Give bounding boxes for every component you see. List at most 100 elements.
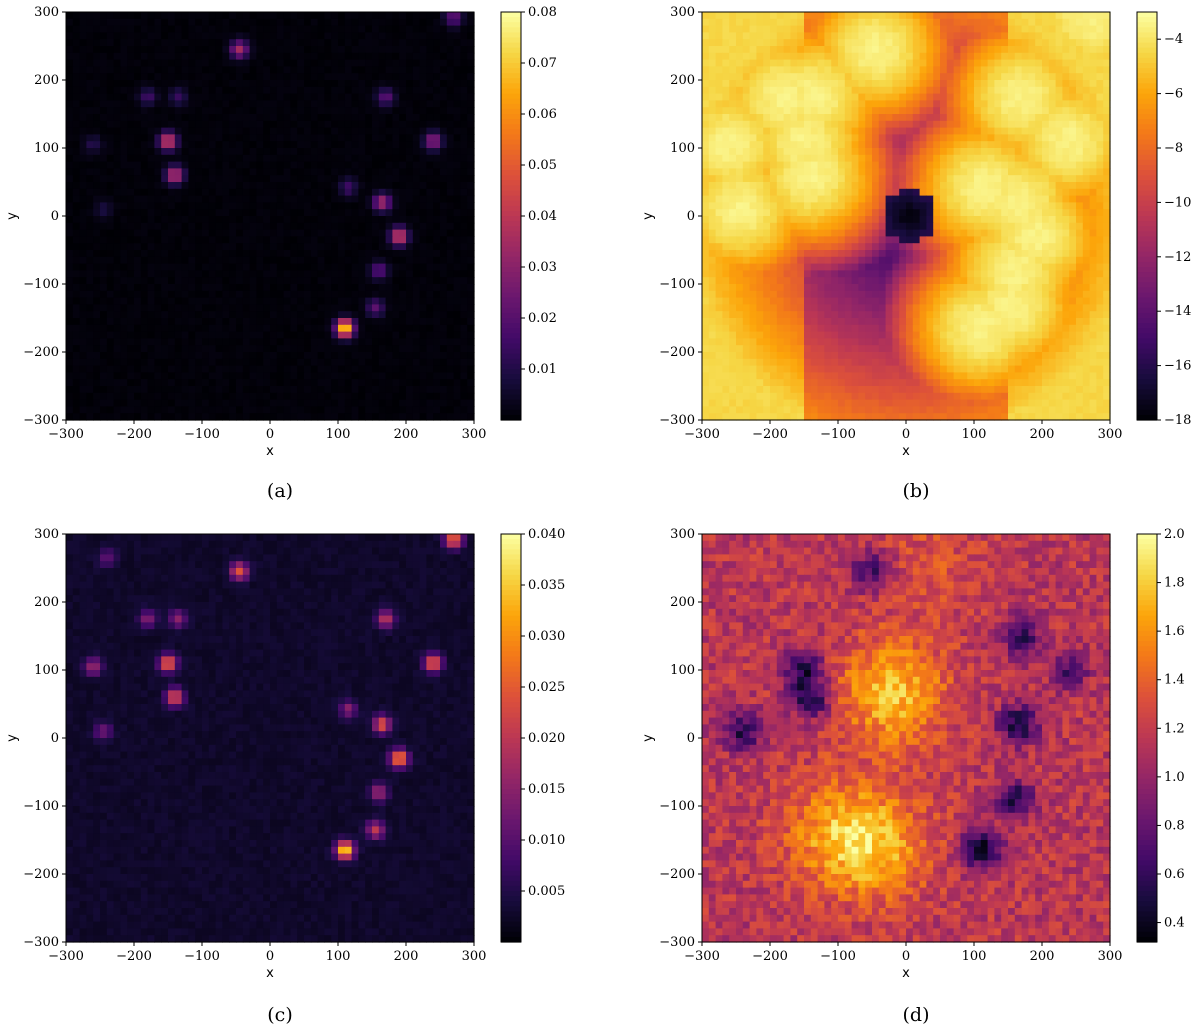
heatmap-cell [222,250,230,258]
heatmap-cell [249,66,257,74]
heatmap-cell [365,229,373,237]
heatmap-cell [467,324,475,333]
heatmap-cell [140,324,149,333]
heatmap-cell [195,86,203,95]
heatmap-cell [134,365,142,373]
heatmap-cell [426,100,434,108]
heatmap-cell [242,338,251,346]
heatmap-cell [858,134,866,142]
heatmap-cell [283,311,291,319]
heatmap-cell [453,379,461,387]
heatmap-cell [994,120,1002,129]
heatmap-cell [1062,100,1070,108]
heatmap-cell [263,86,271,95]
heatmap-cell [1021,80,1029,88]
heatmap-cell [912,107,921,115]
heatmap-cell [763,141,771,149]
heatmap-cell [127,290,135,299]
heatmap-cell [134,66,142,74]
heatmap-cell [378,277,387,285]
heatmap-cell [256,379,264,387]
heatmap-cell [161,290,169,299]
heatmap-cell [399,318,407,326]
heatmap-cell [127,263,135,271]
heatmap-cell [365,154,373,163]
heatmap-cell [987,25,995,33]
heatmap-cell [283,168,291,176]
heatmap-cell [72,263,81,271]
heatmap-cell [290,32,298,40]
heatmap-cell [1096,134,1104,142]
heatmap-cell [987,39,995,47]
heatmap-cell [953,46,961,54]
heatmap-cell [940,18,948,27]
heatmap-cell [263,324,271,333]
heatmap-cell [222,222,230,231]
heatmap-cell [120,406,128,414]
heatmap-cell [263,175,271,183]
heatmap-cell [256,32,264,40]
heatmap-cell [460,175,468,183]
heatmap-cell [412,195,421,203]
heatmap-cell [276,86,285,95]
heatmap-cell [433,127,441,135]
heatmap-cell [878,39,887,47]
heatmap-cell [106,93,115,101]
heatmap-cell [1028,25,1036,33]
heatmap-cell [385,25,393,33]
heatmap-cell [236,399,244,407]
heatmap-cell [256,277,264,285]
heatmap-cell [263,127,271,135]
heatmap-cell [742,66,751,74]
heatmap-cell [440,182,448,190]
heatmap-cell [426,216,434,224]
heatmap-cell [147,182,155,190]
heatmap-cell [715,12,723,20]
heatmap-cell [372,270,380,278]
heatmap-cell [906,39,914,47]
heatmap-cell [736,66,744,74]
heatmap-cell [851,120,859,129]
heatmap-cell [195,270,203,278]
heatmap-cell [120,243,128,251]
heatmap-cell [161,127,169,135]
colorbar-tick-label: 0.05 [528,158,557,173]
heatmap-cell [742,114,751,122]
heatmap-cell [878,73,887,81]
heatmap-cell [385,236,393,244]
heatmap-cell [715,52,723,61]
heatmap-cell [440,352,448,360]
heatmap-cell [1082,66,1091,74]
heatmap-cell [385,32,393,40]
heatmap-cell [1008,114,1016,122]
heatmap-cell [120,399,128,407]
heatmap-cell [270,32,278,40]
heatmap-cell [113,120,121,129]
heatmap-cell [310,12,319,20]
heatmap-cell [317,379,325,387]
heatmap-cell [365,188,373,197]
heatmap-cell [249,331,257,339]
heatmap-cell [419,73,427,81]
heatmap-cell [120,338,128,346]
heatmap-cell [344,46,353,54]
heatmap-cell [100,59,108,67]
heatmap-cell [460,290,468,299]
heatmap-cell [433,229,441,237]
heatmap-cell [127,59,135,67]
heatmap-cell [242,127,251,135]
heatmap-cell [249,406,257,414]
heatmap-cell [351,52,359,61]
heatmap-cell [351,324,359,333]
heatmap-cell [290,229,298,237]
heatmap-cell [824,59,832,67]
heatmap-cell [181,32,189,40]
heatmap-cell [188,277,196,285]
heatmap-cell [229,352,237,360]
heatmap-cell [113,365,121,373]
heatmap-cell [100,73,108,81]
heatmap-cell [838,66,846,74]
heatmap-cell [912,93,921,101]
heatmap-cell [453,372,461,380]
heatmap-cell [372,318,380,326]
